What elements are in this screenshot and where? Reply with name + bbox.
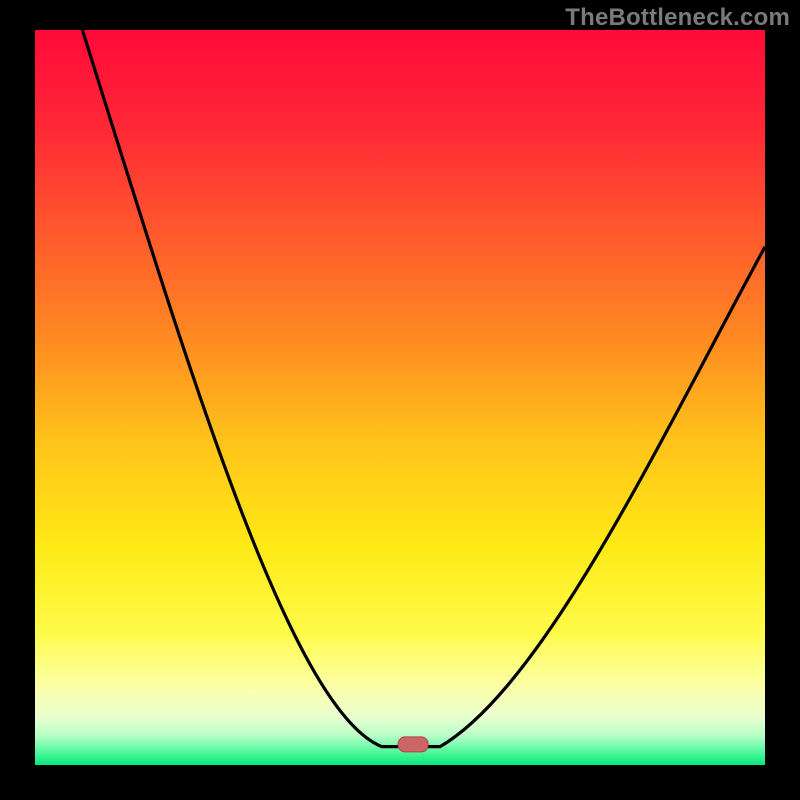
chart-container: TheBottleneck.com xyxy=(0,0,800,800)
bottleneck-chart xyxy=(0,0,800,800)
optimal-marker xyxy=(398,737,428,752)
watermark-text: TheBottleneck.com xyxy=(565,4,790,32)
gradient-background xyxy=(35,30,765,765)
